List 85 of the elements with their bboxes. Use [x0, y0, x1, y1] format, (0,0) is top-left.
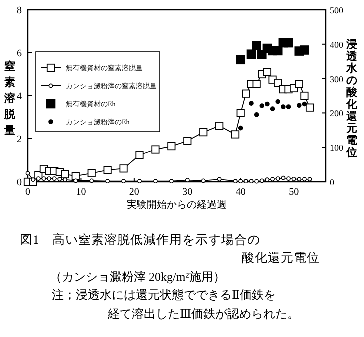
point	[42, 176, 46, 181]
y2-tick-label: 200	[330, 108, 344, 119]
point	[276, 176, 280, 181]
point	[300, 92, 309, 100]
y2-tick-label: 0	[330, 178, 335, 188]
point	[58, 177, 62, 182]
point	[270, 106, 276, 112]
point	[154, 179, 158, 184]
point	[263, 68, 272, 76]
x-tick-label: 40	[236, 187, 246, 198]
point	[36, 176, 41, 181]
point	[106, 179, 110, 184]
point	[236, 55, 246, 65]
point	[246, 50, 256, 60]
point	[296, 103, 302, 108]
x-tick-label: 30	[182, 187, 193, 198]
text: 浸透水の酸化還元電位	[346, 39, 358, 159]
point	[138, 179, 142, 184]
point	[297, 177, 302, 182]
point	[281, 104, 286, 110]
point	[286, 176, 291, 181]
x-tick-label: 10	[76, 187, 86, 198]
point	[201, 178, 206, 184]
point	[90, 178, 94, 184]
y-tick-label: 4	[17, 92, 22, 102]
point	[122, 179, 126, 184]
point	[120, 164, 128, 173]
point	[61, 170, 70, 179]
point	[233, 179, 238, 184]
point	[104, 166, 112, 174]
point	[200, 128, 208, 137]
y-tick-label: 8	[17, 6, 22, 16]
point	[252, 80, 261, 88]
point	[273, 46, 283, 56]
point	[169, 179, 174, 184]
y-tick-label: 0	[17, 178, 22, 188]
point	[26, 171, 30, 176]
point	[217, 177, 222, 182]
point	[254, 179, 260, 184]
point	[300, 46, 310, 55]
point	[260, 104, 265, 108]
point	[286, 104, 292, 110]
y2-tick-label: 500	[330, 6, 344, 16]
y2-tick-label: 400	[330, 40, 344, 50]
y2-tick-label: 300	[330, 74, 344, 84]
point	[47, 176, 52, 181]
point	[184, 137, 192, 146]
point	[284, 38, 294, 48]
point	[295, 80, 304, 88]
point	[308, 177, 312, 182]
point	[52, 176, 57, 181]
point	[270, 177, 275, 182]
point	[216, 122, 224, 130]
point	[306, 104, 314, 112]
x-tick-label: 20	[129, 187, 140, 198]
point	[242, 90, 250, 98]
point	[88, 169, 96, 178]
point	[238, 126, 244, 131]
point	[231, 130, 240, 139]
point	[72, 172, 80, 180]
point	[302, 177, 307, 182]
y2-tick-label: 100	[330, 143, 344, 154]
point	[274, 79, 282, 88]
point	[249, 179, 254, 184]
x-tick-label: 50	[289, 187, 300, 198]
y-tick-label: 6	[17, 48, 22, 60]
y-tick-label: 2	[17, 134, 22, 146]
point	[260, 178, 264, 184]
point	[152, 146, 160, 154]
point	[276, 99, 281, 104]
caption: 図1 高い窒素溶脱低減作用を示す場合の 酸化還元電位 （カンショ澱粉滓 20kg/m²施用） 注；浸透水には還元状態でできるⅡ価鉄を 経て溶出したⅢ価鉄が認められた。	[20, 233, 320, 321]
y-axis-title: 窒素溶脱量	[4, 60, 16, 137]
point	[252, 41, 262, 50]
x-tick-label: 0	[26, 187, 30, 198]
point	[265, 102, 270, 107]
point	[244, 179, 248, 184]
point	[74, 178, 78, 184]
point	[168, 142, 176, 151]
point	[249, 101, 254, 106]
point	[302, 102, 308, 107]
point	[254, 112, 260, 118]
point	[281, 176, 286, 180]
point	[236, 109, 245, 118]
x-axis-title: 実験開始からの経過週	[127, 199, 227, 211]
point	[136, 151, 144, 160]
